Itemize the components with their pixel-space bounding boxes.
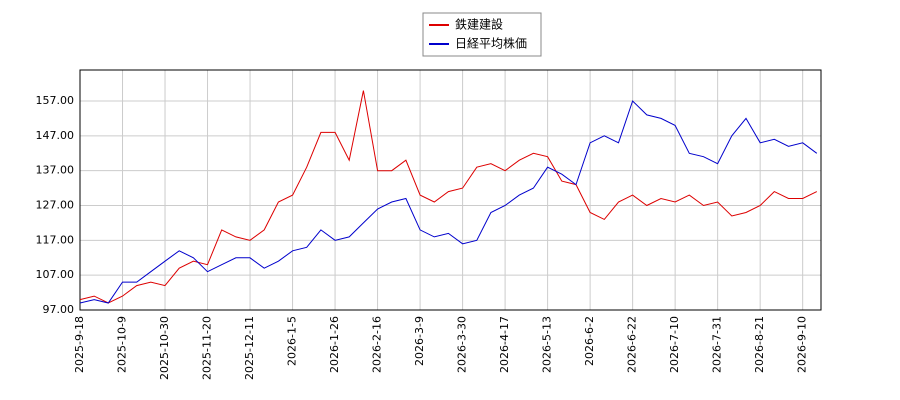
x-tick-label: 2026-3-30 — [456, 316, 469, 373]
series-line — [79, 100, 818, 304]
x-tick-label: 2026-6-2 — [583, 316, 596, 366]
y-tick-label: 107.00 — [36, 268, 75, 281]
y-tick-label: 117.00 — [36, 233, 75, 246]
x-tick-label: 2026-3-9 — [413, 316, 426, 366]
y-tick-label: 157.00 — [36, 94, 75, 107]
x-tick-label: 2025-11-20 — [201, 316, 214, 380]
plot-frame — [79, 69, 822, 311]
x-tick-label: 2026-1-5 — [286, 316, 299, 366]
x-tick-label: 2025-12-11 — [243, 316, 256, 380]
y-tick-label: 127.00 — [36, 199, 75, 212]
x-tick-label: 2025-10-9 — [116, 316, 129, 373]
x-tick-label: 2026-9-10 — [796, 316, 809, 373]
x-tick-label: 2026-5-13 — [541, 316, 554, 373]
x-tick-label: 2025-9-18 — [73, 316, 86, 373]
x-tick-label: 2026-2-16 — [371, 316, 384, 373]
x-tick-label: 2026-6-22 — [626, 316, 639, 373]
x-tick-label: 2026-4-17 — [498, 316, 511, 373]
legend-label: 日経平均株価 — [455, 36, 527, 51]
series-line — [79, 90, 818, 304]
x-tick-label: 2026-7-10 — [668, 316, 681, 373]
x-tick-label: 2026-7-31 — [711, 316, 724, 373]
x-tick-label: 2026-8-21 — [753, 316, 766, 373]
legend-label: 鉄建建設 — [455, 17, 503, 32]
x-tick-label: 2026-1-26 — [328, 316, 341, 373]
y-tick-label: 97.00 — [43, 303, 75, 316]
x-tick-label: 2025-10-30 — [158, 316, 171, 380]
legend-box — [422, 12, 542, 57]
y-tick-label: 147.00 — [36, 129, 75, 142]
y-tick-label: 137.00 — [36, 164, 75, 177]
